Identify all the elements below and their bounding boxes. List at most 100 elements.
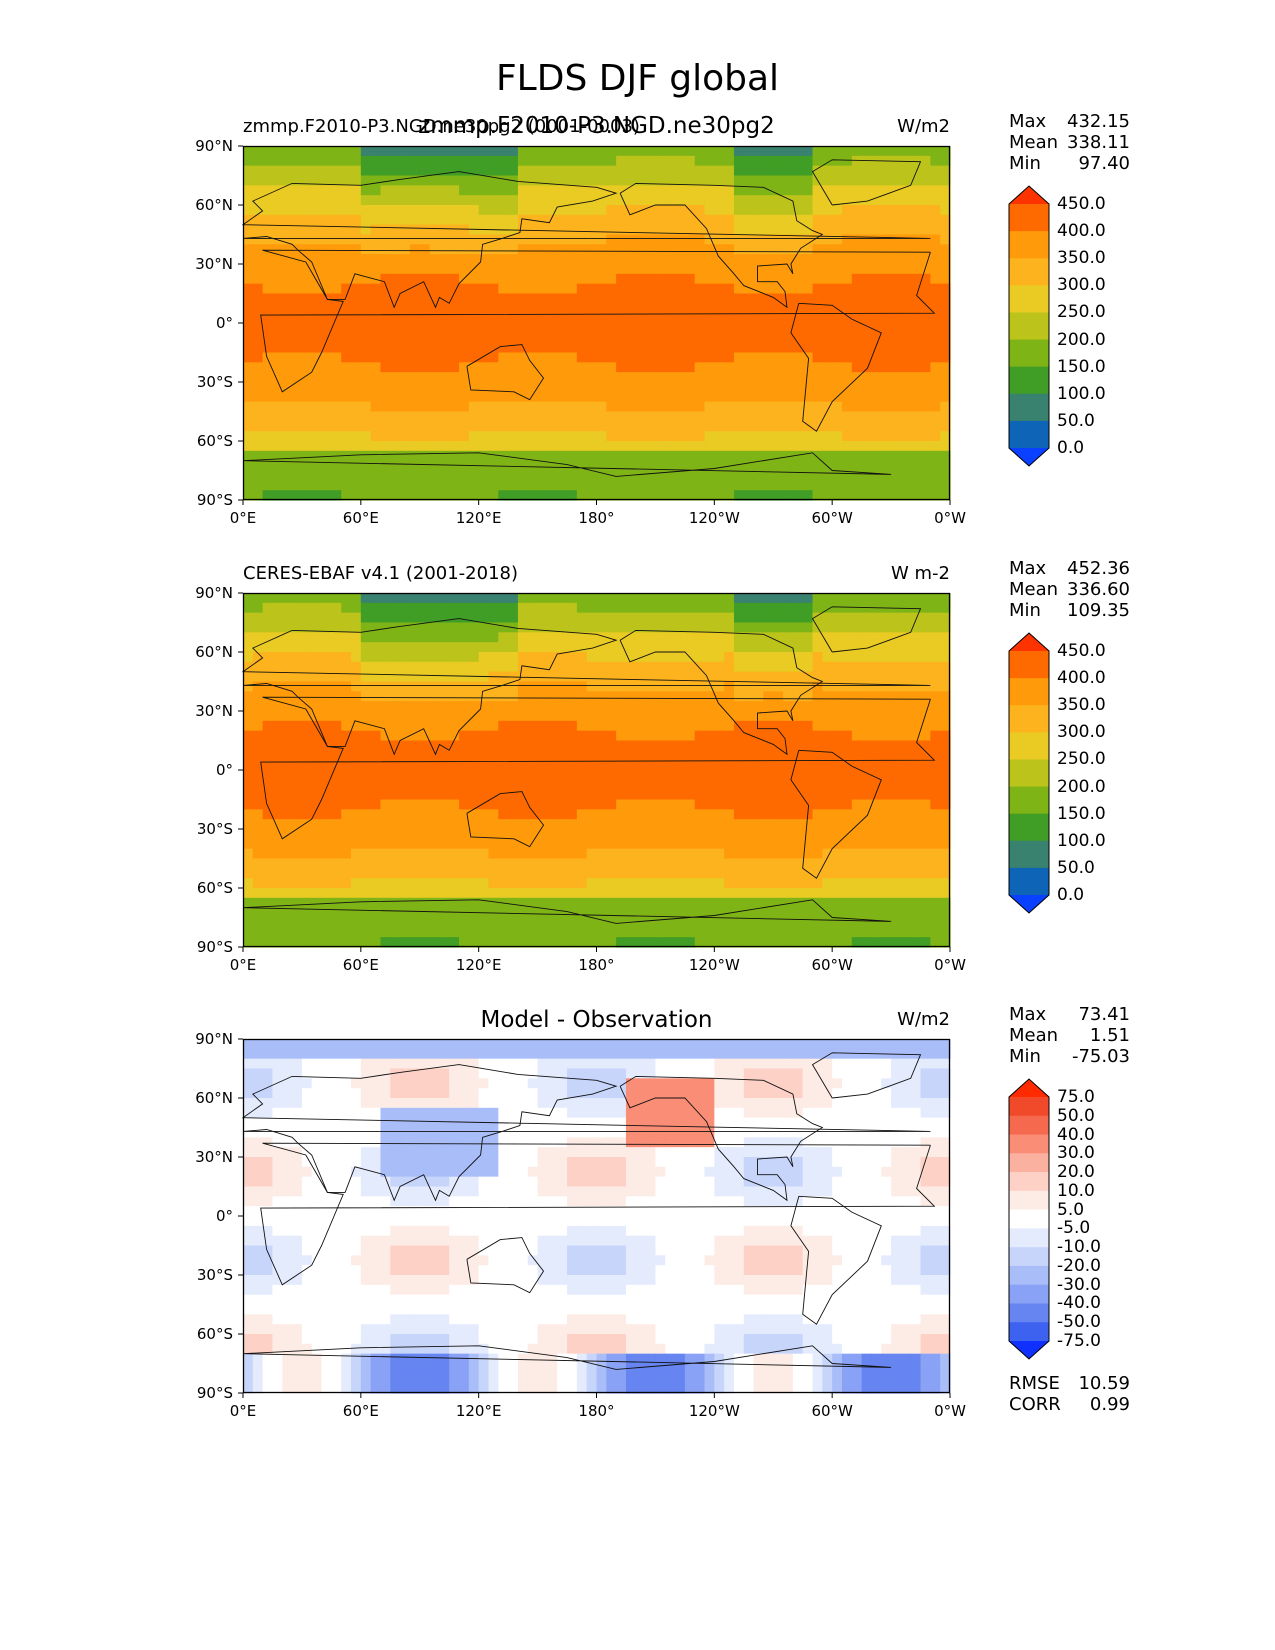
- field-cell: [272, 431, 283, 442]
- field-cell: [812, 730, 823, 742]
- field-cell: [272, 740, 283, 751]
- field-cell: [832, 490, 843, 501]
- field-cell: [262, 234, 274, 245]
- field-cell: [252, 342, 264, 354]
- field-cell: [301, 441, 313, 452]
- field-cell: [243, 858, 254, 869]
- field-cell: [409, 907, 421, 919]
- field-cell: [910, 175, 922, 186]
- field-cell: [773, 681, 784, 692]
- field-cell: [675, 352, 686, 363]
- field-cell: [920, 671, 931, 683]
- field-cell: [635, 411, 647, 422]
- field-cell: [498, 740, 509, 751]
- field-cell: [743, 829, 755, 840]
- field-cell: [920, 185, 931, 196]
- field-cell: [351, 214, 362, 226]
- field-cell: [370, 829, 382, 840]
- field-cell: [625, 480, 637, 491]
- field-cell: [527, 848, 539, 860]
- field-cell: [282, 622, 293, 633]
- field-cell: [351, 480, 362, 491]
- field-cell: [596, 819, 607, 830]
- field-cell: [655, 401, 666, 413]
- field-cell: [773, 362, 784, 373]
- field-cell: [321, 214, 332, 226]
- field-cell: [390, 352, 401, 363]
- field-cell: [596, 642, 607, 653]
- field-cell: [537, 907, 548, 919]
- field-cell: [665, 214, 676, 226]
- field-cell: [753, 470, 765, 481]
- field-cell: [527, 691, 539, 702]
- field-cell: [252, 878, 264, 889]
- field-cell: [301, 848, 313, 860]
- field-cell: [910, 671, 922, 683]
- field-cell: [557, 661, 568, 673]
- field-cell: [625, 878, 637, 889]
- field-cell: [419, 652, 431, 663]
- field-cell: [783, 205, 794, 216]
- field-cell: [655, 254, 666, 265]
- field-cell: [694, 652, 706, 663]
- field-cell: [881, 490, 892, 501]
- field-cell: [665, 711, 676, 722]
- field-cell: [616, 431, 627, 442]
- field-cell: [449, 730, 460, 742]
- field-cell: [400, 691, 411, 702]
- field-cell: [351, 283, 362, 295]
- field-cell: [665, 401, 676, 413]
- field-cell: [419, 293, 431, 304]
- field-cell: [645, 313, 657, 324]
- field-cell: [351, 450, 362, 462]
- field-cell: [429, 593, 440, 604]
- field-cell: [861, 671, 873, 683]
- field-cell: [341, 779, 352, 791]
- field-cell: [380, 750, 391, 761]
- field-cell: [783, 460, 794, 472]
- field-cell: [272, 165, 283, 177]
- field-cell: [792, 681, 804, 692]
- field-cell: [567, 273, 578, 285]
- field-cell: [488, 165, 499, 177]
- field-cell: [694, 799, 706, 810]
- field-cell: [400, 175, 411, 186]
- field-cell: [586, 770, 598, 781]
- field-cell: [851, 224, 863, 236]
- field-cell: [625, 264, 637, 275]
- field-cell: [743, 632, 755, 643]
- field-cell: [390, 480, 401, 491]
- field-cell: [439, 750, 450, 761]
- field-cell: [360, 602, 372, 614]
- field-cell: [370, 450, 382, 462]
- field-cell: [557, 750, 568, 761]
- field-cell: [272, 352, 283, 363]
- colorbar-tick-label: 50.0: [1057, 410, 1095, 431]
- field-cell: [724, 661, 735, 673]
- field-cell: [370, 313, 382, 324]
- field-cell: [694, 622, 706, 633]
- field-cell: [439, 730, 450, 742]
- field-cell: [714, 224, 725, 236]
- field-cell: [920, 661, 931, 673]
- field-cell: [390, 838, 401, 850]
- field-cell: [311, 155, 323, 167]
- field-cell: [537, 789, 548, 801]
- field-cell: [861, 632, 873, 643]
- field-cell: [861, 450, 873, 462]
- field-cell: [871, 770, 882, 781]
- field-cell: [851, 146, 863, 157]
- field-cell: [262, 602, 274, 614]
- field-cell: [930, 264, 941, 275]
- field-cell: [262, 809, 274, 820]
- field-cell: [851, 681, 863, 692]
- field-cell: [292, 421, 303, 432]
- field-cell: [517, 244, 529, 255]
- field-cell: [380, 264, 391, 275]
- field-cell: [478, 701, 490, 712]
- field-cell: [527, 165, 539, 177]
- field-cell: [714, 441, 725, 452]
- field-cell: [871, 224, 882, 236]
- field-cell: [616, 602, 627, 614]
- field-cell: [567, 593, 578, 604]
